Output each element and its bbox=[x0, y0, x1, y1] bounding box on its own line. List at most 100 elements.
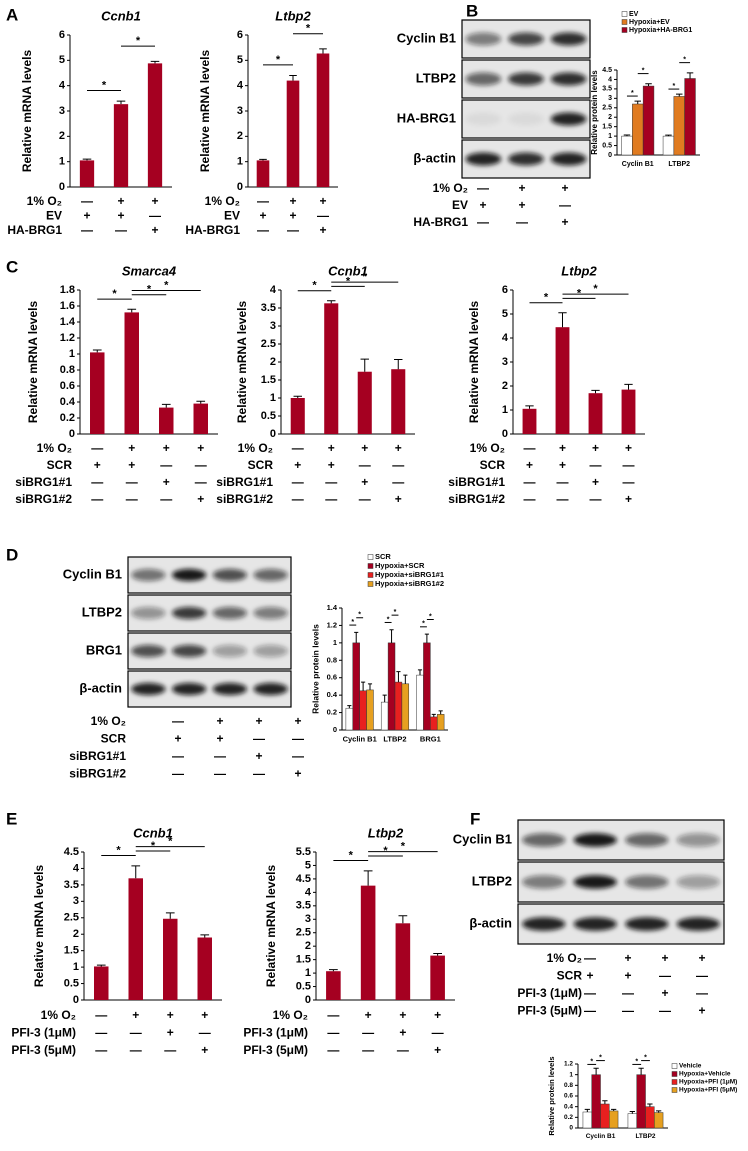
error-bar bbox=[127, 308, 137, 313]
legend-label: Hypoxia+PFI (5μM) bbox=[679, 1087, 737, 1094]
blot-band bbox=[625, 833, 669, 847]
condition-label: siBRG1#2 bbox=[448, 492, 505, 506]
y-axis-label: Relative mRNA levels bbox=[198, 50, 212, 173]
condition-mark: — bbox=[149, 209, 161, 223]
error-bar bbox=[398, 915, 408, 924]
condition-mark: + bbox=[698, 951, 705, 965]
condition-mark: + bbox=[559, 458, 566, 472]
sig-label: * bbox=[590, 1058, 593, 1065]
condition-mark: — bbox=[623, 458, 635, 472]
condition-mark: — bbox=[359, 492, 371, 506]
error-bar bbox=[611, 1108, 617, 1111]
bar bbox=[324, 303, 339, 434]
y-axis-label: Relative protein levels bbox=[310, 624, 320, 714]
condition-mark: — bbox=[477, 181, 489, 195]
sig-label: * bbox=[349, 849, 354, 861]
condition-mark: + bbox=[434, 1043, 441, 1057]
condition-mark: + bbox=[319, 223, 326, 237]
condition-mark: + bbox=[661, 951, 668, 965]
condition-mark: — bbox=[195, 475, 207, 489]
condition-mark: + bbox=[197, 441, 204, 455]
error-bar bbox=[424, 633, 429, 643]
y-tick-label: 4 bbox=[237, 80, 244, 92]
bar bbox=[290, 398, 305, 434]
legend-swatch bbox=[367, 572, 374, 578]
y-axis-label: Relative mRNA levels bbox=[20, 50, 34, 173]
condition-mark: — bbox=[81, 194, 93, 208]
y-tick-label: 0.5 bbox=[261, 410, 276, 422]
error-bar bbox=[328, 969, 338, 972]
error-bar bbox=[591, 389, 600, 394]
condition-mark: + bbox=[592, 441, 599, 455]
blot-band bbox=[625, 875, 669, 889]
error-bar bbox=[389, 629, 394, 643]
blot-band bbox=[131, 682, 166, 696]
condition-mark: + bbox=[197, 492, 204, 506]
blot-band bbox=[131, 568, 166, 582]
y-tick-label: 0.4 bbox=[60, 396, 76, 408]
legend-swatch bbox=[671, 1087, 678, 1093]
y-tick-label: 4 bbox=[305, 886, 312, 898]
condition-mark: — bbox=[292, 749, 304, 763]
y-tick-label: 4 bbox=[608, 76, 612, 83]
bar bbox=[621, 389, 636, 434]
y-tick-label: 3 bbox=[73, 895, 79, 907]
condition-mark: + bbox=[163, 441, 170, 455]
condition-mark: — bbox=[325, 475, 337, 489]
condition-mark: — bbox=[160, 492, 172, 506]
condition-mark: — bbox=[392, 475, 404, 489]
condition-mark: — bbox=[257, 223, 269, 237]
sig-label: * bbox=[151, 840, 156, 852]
condition-mark: — bbox=[659, 1004, 671, 1018]
sig-label: * bbox=[672, 83, 675, 90]
condition-mark: — bbox=[623, 475, 635, 489]
band-label: β-actin bbox=[79, 680, 122, 695]
band-label: Cyclin B1 bbox=[397, 30, 456, 45]
y-tick-label: 0 bbox=[69, 428, 75, 440]
condition-mark: — bbox=[524, 492, 536, 506]
bar bbox=[522, 408, 537, 434]
condition-mark: — bbox=[292, 492, 304, 506]
bar bbox=[591, 1074, 601, 1129]
blot-band bbox=[465, 152, 502, 166]
condition-mark: — bbox=[91, 441, 103, 455]
condition-label: 1% O₂ bbox=[273, 1008, 308, 1022]
condition-label: HA-BRG1 bbox=[413, 215, 468, 229]
error-bar bbox=[525, 405, 534, 409]
condition-mark: — bbox=[584, 1004, 596, 1018]
y-tick-label: 1.2 bbox=[327, 620, 337, 629]
condition-mark: — bbox=[516, 215, 528, 229]
condition-label: siBRG1#2 bbox=[69, 767, 126, 781]
y-tick-label: 1 bbox=[73, 961, 79, 973]
sig-label: * bbox=[544, 292, 549, 304]
sig-label: * bbox=[346, 275, 351, 287]
blot-band bbox=[508, 112, 544, 126]
panel-letter: C bbox=[6, 257, 18, 276]
blot-band bbox=[573, 875, 617, 889]
y-tick-label: 6 bbox=[59, 29, 65, 41]
panel-letter: B bbox=[466, 1, 478, 20]
panel-letter: A bbox=[6, 5, 18, 24]
y-tick-label: 2 bbox=[270, 356, 276, 368]
y-tick-label: 1 bbox=[305, 967, 311, 979]
y-tick-label: 0.8 bbox=[564, 1082, 573, 1089]
bar bbox=[94, 966, 109, 1000]
error-bar bbox=[396, 671, 401, 683]
sig-label: * bbox=[394, 609, 397, 616]
blot-band bbox=[550, 152, 587, 166]
y-axis-label: Relative mRNA levels bbox=[264, 865, 278, 988]
condition-mark: — bbox=[172, 749, 184, 763]
condition-label: siBRG1#2 bbox=[216, 492, 273, 506]
y-axis-label: Relative protein levels bbox=[590, 70, 599, 155]
bar bbox=[621, 135, 633, 156]
condition-mark: — bbox=[327, 1026, 339, 1040]
y-tick-label: 2 bbox=[305, 940, 311, 952]
legend-swatch bbox=[367, 554, 374, 560]
condition-mark: — bbox=[584, 986, 596, 1000]
y-tick-label: 4.5 bbox=[602, 67, 612, 74]
bar bbox=[352, 642, 360, 731]
error-bar bbox=[394, 358, 403, 370]
chart-title: Ccnb1 bbox=[101, 8, 141, 23]
blot-band bbox=[625, 917, 669, 931]
y-tick-label: 0.5 bbox=[64, 977, 79, 989]
